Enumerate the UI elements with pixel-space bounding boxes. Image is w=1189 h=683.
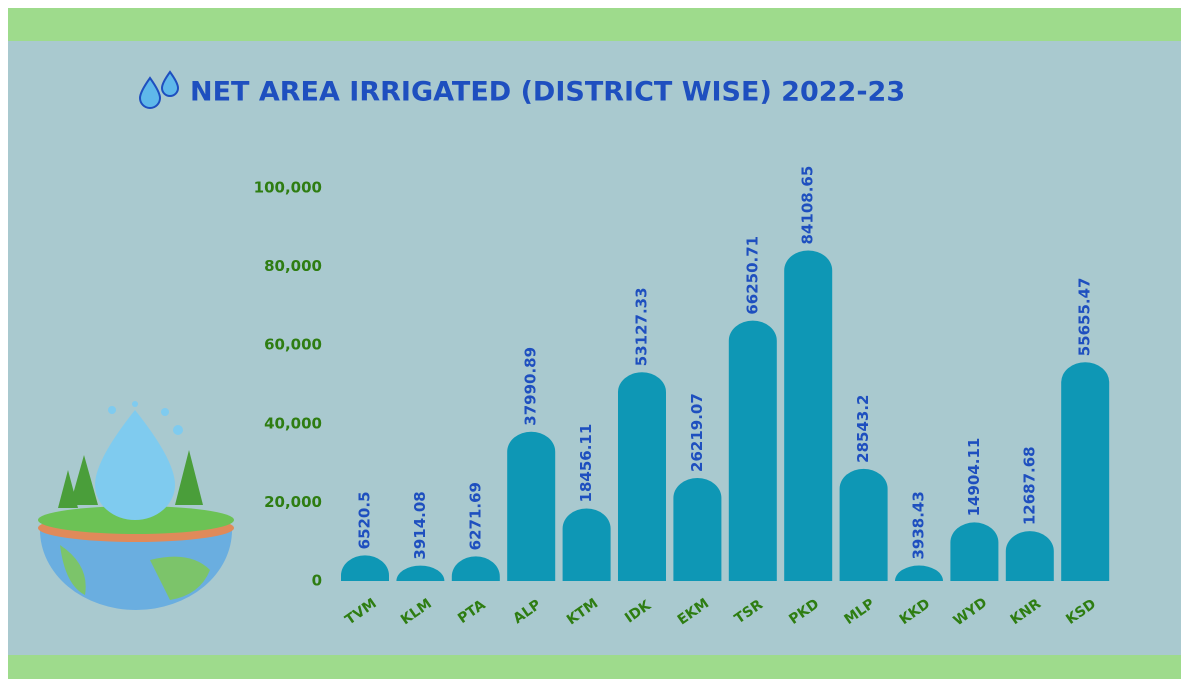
bar: [784, 250, 833, 582]
value-label: 53127.33: [633, 287, 651, 366]
bar: [728, 320, 777, 581]
bar: [1005, 531, 1054, 581]
bar: [1061, 362, 1110, 581]
value-label: 28543.2: [854, 394, 872, 462]
y-tick-label: 40,000: [264, 414, 322, 432]
y-tick-label: 80,000: [264, 257, 322, 275]
bar: [507, 431, 556, 581]
bar: [341, 555, 389, 581]
bar: [618, 372, 666, 581]
value-label: 84108.65: [799, 166, 817, 245]
bar: [562, 508, 611, 581]
bar: [396, 565, 445, 581]
earth-illustration: [38, 401, 234, 610]
value-label: 6271.69: [466, 482, 484, 550]
chart-title: NET AREA IRRIGATED (DISTRICT WISE) 2022-…: [190, 77, 905, 108]
y-tick-label: 0: [312, 572, 322, 590]
bar: [895, 565, 943, 581]
y-tick-label: 60,000: [264, 336, 322, 354]
y-tick-label: 20,000: [264, 493, 322, 511]
top-band: [8, 8, 1181, 41]
bar: [839, 468, 888, 581]
value-label: 66250.71: [743, 236, 761, 315]
value-label: 55655.47: [1076, 278, 1094, 357]
value-label: 3914.08: [411, 491, 429, 559]
value-label: 37990.89: [522, 347, 540, 426]
value-label: 12687.68: [1020, 446, 1038, 525]
drops-icon: [138, 70, 180, 109]
bar: [673, 477, 722, 581]
bar: [451, 556, 500, 581]
bar: [950, 522, 999, 581]
value-label: 18456.11: [577, 424, 595, 503]
value-label: 3938.43: [910, 491, 928, 559]
value-label: 6520.5: [356, 491, 374, 549]
value-label: 14904.11: [965, 438, 983, 517]
bottom-band: [8, 655, 1181, 679]
value-label: 26219.07: [688, 393, 706, 472]
y-tick-label: 100,000: [254, 179, 322, 197]
